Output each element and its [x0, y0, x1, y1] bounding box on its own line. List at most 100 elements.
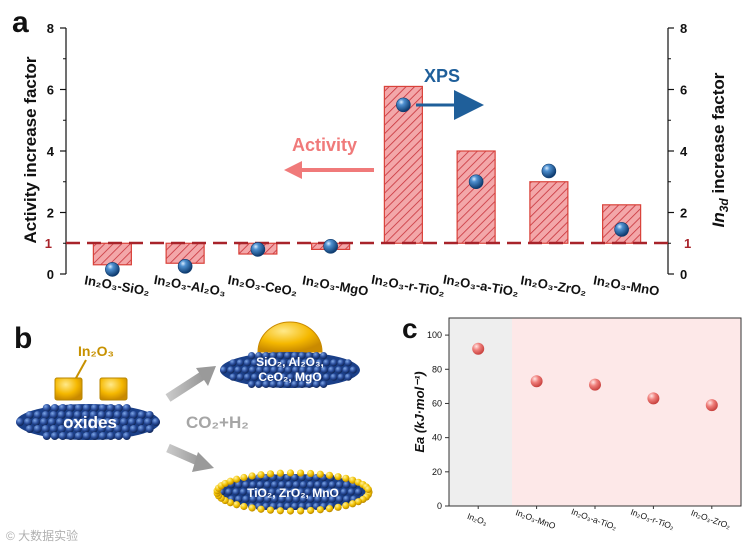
left-tick-label: 8 — [47, 21, 54, 36]
gold-atom — [248, 472, 256, 480]
atom — [285, 481, 293, 489]
atom — [137, 425, 146, 433]
in2o3-pointer — [75, 359, 87, 379]
atom — [89, 425, 98, 433]
atom — [113, 411, 122, 419]
left-tick-label: 0 — [47, 267, 54, 282]
category-label: In₂O₃-SiO₂ — [83, 272, 151, 298]
gold-atom — [342, 502, 350, 510]
gold-atom — [257, 471, 265, 479]
xps-sphere — [614, 222, 629, 237]
atom — [265, 359, 273, 367]
atom — [314, 495, 322, 503]
in2o3-particle-right — [99, 377, 128, 401]
atom — [145, 411, 154, 419]
atom — [80, 418, 88, 426]
atom — [255, 352, 263, 360]
atom — [152, 418, 160, 426]
atom — [276, 352, 284, 360]
panel-a-ylabel-right-rest: increase factor — [709, 72, 728, 198]
atom — [284, 380, 292, 388]
atom — [277, 366, 285, 374]
panel-c-y-ticks: 0 20 40 60 80 100 — [427, 330, 449, 511]
atom — [278, 481, 286, 489]
atom — [354, 488, 362, 496]
atom — [254, 488, 262, 496]
panel-a-ylabel-right: In3d increase factor — [709, 72, 731, 227]
atom — [129, 425, 138, 433]
atom — [112, 418, 120, 426]
atom — [321, 481, 329, 489]
atom — [265, 373, 273, 381]
atom — [320, 366, 328, 374]
atom — [33, 411, 42, 419]
c-tick-label: 60 — [432, 398, 442, 408]
co2-h2-label: CO₂+H₂ — [186, 413, 249, 432]
ea-point — [647, 392, 660, 405]
atom — [114, 432, 123, 440]
atom — [272, 373, 280, 381]
atom — [271, 481, 279, 489]
atom — [297, 488, 305, 496]
atom — [57, 425, 66, 433]
atom — [278, 495, 286, 503]
bottom-support-label: TiO₂, ZrO₂, MnO — [247, 486, 339, 500]
activity-label: Activity — [292, 135, 357, 155]
atom — [263, 495, 272, 503]
atom — [56, 418, 64, 426]
atom — [50, 432, 59, 440]
atom — [307, 481, 315, 489]
left-tick-label: 2 — [47, 206, 54, 221]
atom — [272, 359, 280, 367]
atom — [65, 425, 74, 433]
atom — [236, 373, 244, 381]
atom — [344, 373, 352, 381]
atom — [321, 495, 329, 503]
xps-sphere — [105, 262, 120, 277]
panel-a-axes — [65, 28, 669, 274]
atom — [275, 488, 283, 496]
atom — [89, 411, 98, 419]
gold-atom — [276, 507, 284, 515]
atom — [256, 366, 264, 374]
gold-atom — [334, 473, 342, 481]
atom — [234, 366, 242, 374]
gold-atom — [286, 469, 295, 477]
atom — [227, 366, 235, 374]
atom — [276, 380, 284, 388]
atom — [261, 488, 269, 496]
atom — [330, 359, 338, 367]
atom — [49, 425, 58, 433]
atom — [307, 495, 315, 503]
gold-atom — [233, 475, 241, 483]
atom — [335, 366, 343, 374]
atom — [96, 418, 104, 426]
atom — [98, 404, 107, 412]
xps-sphere — [323, 239, 338, 254]
atom — [305, 380, 313, 388]
atom — [97, 411, 106, 419]
atom — [66, 404, 75, 412]
atom — [249, 495, 257, 503]
atom — [255, 380, 263, 388]
panel-a-label: a — [12, 6, 29, 39]
category-label: In₂O₃-a-TiO₂ — [442, 272, 520, 300]
atom — [262, 380, 270, 388]
right-tick-label: 0 — [680, 267, 687, 282]
atom — [291, 474, 299, 482]
xps-sphere — [396, 97, 411, 113]
atom — [16, 418, 24, 426]
panel-a-bars — [92, 85, 642, 266]
gold-atom — [248, 504, 256, 512]
atom — [270, 366, 278, 374]
atom — [294, 373, 302, 381]
atom — [268, 488, 276, 496]
atom — [120, 418, 128, 426]
atom — [73, 411, 82, 419]
gold-atom — [257, 505, 265, 513]
atom — [74, 404, 83, 412]
gold-atom — [307, 469, 315, 478]
atom — [236, 359, 244, 367]
atom — [269, 380, 277, 388]
atom — [292, 495, 300, 503]
